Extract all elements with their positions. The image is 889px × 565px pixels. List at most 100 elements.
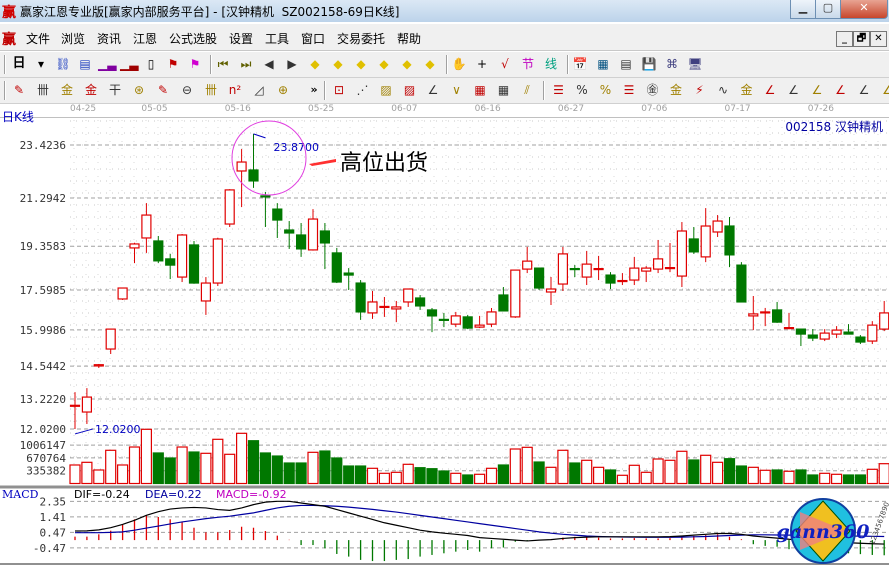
arrow-left-diamond-icon[interactable]: ◆	[310, 57, 320, 71]
menu-info[interactable]: 资讯	[97, 32, 122, 46]
volume-bar	[402, 463, 414, 485]
candle-body	[855, 336, 866, 343]
square-fan-2-icon[interactable]: ▨	[403, 83, 416, 97]
gold-2-icon[interactable]: 金	[84, 83, 97, 97]
menu-file[interactable]: 文件	[26, 32, 51, 46]
volume-bar	[604, 469, 617, 485]
mdi-restore-button[interactable]: 🗗	[853, 31, 870, 47]
notes-icon[interactable]: ▤	[79, 57, 91, 71]
candle	[69, 392, 81, 429]
hand-icon[interactable]: ✋	[451, 57, 467, 71]
candle-body	[355, 282, 366, 313]
percent-lines-icon[interactable]: ☰	[623, 83, 635, 97]
save-icon[interactable]: 💾	[641, 57, 657, 71]
date-tick: 07-26	[807, 104, 834, 114]
calendar-icon[interactable]: 📅	[572, 57, 588, 71]
grid-icon[interactable]: ▦	[474, 83, 486, 97]
next-icon[interactable]: ▶	[287, 57, 297, 71]
percent-icon[interactable]: %	[599, 83, 612, 97]
flag-green-icon[interactable]: ⚑	[189, 57, 201, 71]
rocket-icon[interactable]: ⚡	[695, 83, 704, 97]
box-icon[interactable]: ⊡	[333, 83, 345, 97]
xian-icon[interactable]: 线	[544, 57, 557, 71]
pen-2-icon[interactable]: ✎	[157, 83, 169, 97]
gold-lines-icon[interactable]: 金	[669, 83, 682, 97]
trend-9-icon[interactable]: ▁▃	[120, 57, 139, 71]
angle-line-icon[interactable]: ∠	[427, 83, 439, 97]
volume-bar	[450, 472, 462, 485]
ying-angle-icon[interactable]: ∠	[858, 83, 870, 97]
calculator-icon[interactable]: ▦	[597, 57, 609, 71]
network-icon[interactable]: ⌘	[666, 57, 678, 71]
menu-window[interactable]: 窗口	[301, 32, 326, 46]
gold-circle-icon[interactable]: ㊎	[646, 83, 659, 97]
ruler-icon[interactable]: 卌	[36, 83, 49, 97]
angle-icon[interactable]: ◿	[254, 83, 264, 97]
macd-title: MACD	[2, 488, 39, 501]
f-tool-icon[interactable]: 干	[108, 83, 121, 97]
gold-box-icon[interactable]: 金	[740, 83, 753, 97]
period-dropdown[interactable]: 日	[12, 56, 26, 71]
line-draw-icon[interactable]: √	[501, 57, 509, 71]
volume-bar	[474, 473, 486, 485]
square-fan-icon[interactable]: ▨	[380, 83, 392, 97]
menu-formula[interactable]: 公式选股	[169, 32, 218, 46]
expand-h-icon[interactable]: ◆	[356, 57, 366, 71]
si-angle-icon[interactable]: ∠	[882, 83, 889, 97]
flag-red-icon[interactable]: ⚑	[167, 57, 179, 71]
mdi-close-button[interactable]: ✕	[870, 31, 887, 47]
mdi-minimize-button[interactable]: _	[836, 31, 853, 47]
percent-7-icon[interactable]: %	[576, 83, 588, 97]
computer-icon[interactable]: 🖥	[687, 57, 703, 71]
target-icon[interactable]: ⊕	[277, 83, 289, 97]
circle-tool-icon[interactable]: ⊖	[181, 83, 193, 97]
first-page-icon[interactable]: ⏮	[217, 57, 229, 71]
volume-bar	[295, 462, 307, 485]
jie-icon[interactable]: 节	[521, 57, 534, 71]
candle	[819, 329, 830, 342]
expand-all-icon[interactable]: ◆	[402, 57, 412, 71]
wave-icon[interactable]: ∿	[717, 83, 729, 97]
menu-trade[interactable]: 交易委托	[337, 32, 386, 46]
candle	[165, 253, 176, 280]
f-angle-icon[interactable]: ∠	[788, 83, 799, 97]
gold-angle-icon[interactable]: ∠	[811, 83, 823, 97]
candle-dropdown-icon[interactable]: ▯	[147, 57, 155, 71]
close-button[interactable]: ✕	[840, 0, 888, 19]
j-angle-icon[interactable]: ∠	[764, 83, 776, 97]
zigzag-icon[interactable]: ∨	[452, 83, 461, 97]
menu-settings[interactable]: 设置	[229, 32, 254, 46]
n2-icon[interactable]: n²	[228, 83, 242, 97]
crosshair-icon[interactable]: +	[476, 57, 488, 71]
parallel-icon[interactable]: ⫽	[524, 83, 530, 97]
menu-help[interactable]: 帮助	[397, 32, 422, 46]
overflow-button[interactable]: »	[310, 83, 318, 96]
pen-icon[interactable]: ✎	[13, 83, 25, 97]
shen-angle-icon[interactable]: ∠	[835, 83, 846, 97]
trend-3-icon[interactable]: ▁▃	[98, 57, 117, 71]
candle	[652, 239, 664, 274]
menu-browse[interactable]: 浏览	[61, 32, 86, 46]
macd-tick: 2.35	[40, 495, 67, 508]
arrow-right-diamond-icon[interactable]: ◆	[333, 57, 343, 71]
price-tick: 19.3583	[20, 240, 66, 253]
fan-icon[interactable]: ⋰	[356, 83, 369, 97]
expand-v-icon[interactable]: ◆	[425, 57, 435, 71]
candle	[248, 133, 259, 188]
report-icon[interactable]: ▤	[620, 57, 632, 71]
annotation-arrow	[309, 159, 336, 166]
prev-icon[interactable]: ◀	[264, 57, 274, 71]
stock-chart-icon[interactable]: ⛓	[55, 57, 71, 71]
gold-1-icon[interactable]: 金	[60, 83, 73, 97]
levels-icon[interactable]: ☰	[553, 83, 564, 97]
menu-gann[interactable]: 江恩	[133, 32, 158, 46]
candle-body	[688, 238, 699, 253]
spiral-icon[interactable]: ⊛	[133, 83, 145, 97]
bars-icon[interactable]: 卌	[204, 83, 217, 97]
last-page-icon[interactable]: ⏭	[240, 57, 252, 71]
period-dropdown-icon[interactable]: ▾	[37, 57, 45, 71]
grid-2-icon[interactable]: ▦	[497, 83, 510, 97]
menu-tools[interactable]: 工具	[265, 32, 290, 46]
shrink-h-icon[interactable]: ◆	[379, 57, 389, 71]
